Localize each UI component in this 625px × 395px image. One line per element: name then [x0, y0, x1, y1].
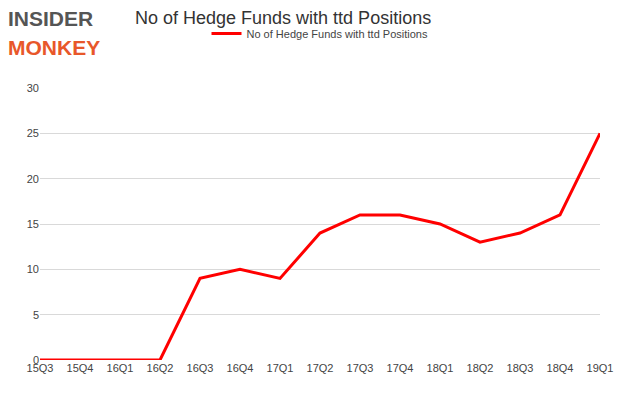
svg-text:No of Hedge Funds with ttd Pos: No of Hedge Funds with ttd Positions — [135, 8, 431, 28]
svg-text:16Q3: 16Q3 — [187, 362, 214, 374]
svg-text:MONKEY: MONKEY — [8, 36, 100, 59]
svg-text:17Q3: 17Q3 — [347, 362, 374, 374]
svg-text:15: 15 — [27, 218, 39, 230]
svg-text:17Q1: 17Q1 — [267, 362, 294, 374]
svg-text:30: 30 — [27, 82, 39, 94]
svg-text:No of Hedge Funds with ttd Pos: No of Hedge Funds with ttd Positions — [247, 28, 428, 40]
svg-text:18Q2: 18Q2 — [467, 362, 494, 374]
svg-text:17Q4: 17Q4 — [387, 362, 414, 374]
svg-text:18Q1: 18Q1 — [427, 362, 454, 374]
svg-text:10: 10 — [27, 263, 39, 275]
svg-text:19Q1: 19Q1 — [587, 362, 614, 374]
svg-text:16Q2: 16Q2 — [147, 362, 174, 374]
svg-text:0: 0 — [33, 354, 39, 366]
svg-text:17Q2: 17Q2 — [307, 362, 334, 374]
svg-text:18Q3: 18Q3 — [507, 362, 534, 374]
svg-text:20: 20 — [27, 173, 39, 185]
svg-text:16Q1: 16Q1 — [107, 362, 134, 374]
svg-text:18Q4: 18Q4 — [547, 362, 574, 374]
svg-text:5: 5 — [33, 309, 39, 321]
svg-text:15Q3: 15Q3 — [27, 362, 54, 374]
svg-text:15Q4: 15Q4 — [67, 362, 94, 374]
svg-text:16Q4: 16Q4 — [227, 362, 254, 374]
svg-text:25: 25 — [27, 127, 39, 139]
svg-text:INSIDER: INSIDER — [8, 7, 93, 30]
